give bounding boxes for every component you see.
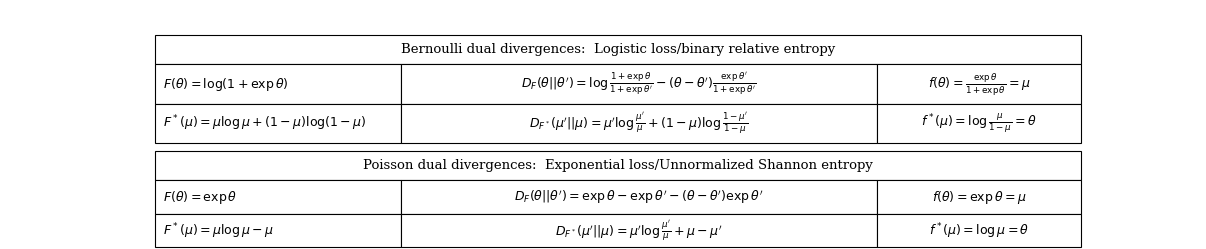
Bar <box>877 104 1081 143</box>
Text: $F^*(\mu) = \mu\log\mu + (1-\mu)\log(1-\mu)$: $F^*(\mu) = \mu\log\mu + (1-\mu)\log(1-\… <box>163 114 367 133</box>
Text: $D_{F^*}(\mu^{\prime}||\mu) = \mu^{\prime}\log\frac{\mu^{\prime}}{\mu} + (1-\mu): $D_{F^*}(\mu^{\prime}||\mu) = \mu^{\prim… <box>529 111 749 136</box>
Text: $D_F(\theta||\theta^{\prime}) = \log\frac{1+\exp\theta}{1+\exp\theta^{\prime}} -: $D_F(\theta||\theta^{\prime}) = \log\fra… <box>521 71 756 97</box>
Text: Poisson dual divergences:  Exponential loss/Unnormalized Shannon entropy: Poisson dual divergences: Exponential lo… <box>363 159 873 172</box>
Text: $f(\theta) = \exp\theta = \mu$: $f(\theta) = \exp\theta = \mu$ <box>932 189 1026 206</box>
Bar <box>156 35 1081 64</box>
Text: Bernoulli dual divergences:  Logistic loss/binary relative entropy: Bernoulli dual divergences: Logistic los… <box>400 43 836 56</box>
Bar <box>156 104 400 143</box>
Text: $D_F(\theta||\theta^{\prime}) = \exp\theta - \exp\theta^{\prime} - (\theta - \th: $D_F(\theta||\theta^{\prime}) = \exp\the… <box>514 188 763 206</box>
Bar <box>400 64 877 104</box>
Text: $f(\theta) = \frac{\exp\theta}{1+\exp\theta} = \mu$: $f(\theta) = \frac{\exp\theta}{1+\exp\th… <box>927 71 1030 97</box>
Text: $f^*(\mu) = \log\frac{\mu}{1-\mu} = \theta$: $f^*(\mu) = \log\frac{\mu}{1-\mu} = \the… <box>921 112 1037 135</box>
Bar <box>877 64 1081 104</box>
Bar <box>877 180 1081 214</box>
Bar <box>877 214 1081 248</box>
Text: $F^*(\mu) = \mu\log\mu - \mu$: $F^*(\mu) = \mu\log\mu - \mu$ <box>163 221 274 241</box>
Bar <box>156 64 400 104</box>
Bar <box>156 151 1081 180</box>
Bar <box>400 104 877 143</box>
Text: $F(\theta) = \exp\theta$: $F(\theta) = \exp\theta$ <box>163 189 238 206</box>
Bar <box>156 180 400 214</box>
Text: $D_{F^*}(\mu^{\prime}||\mu) = \mu^{\prime}\log\frac{\mu^{\prime}}{\mu} + \mu - \: $D_{F^*}(\mu^{\prime}||\mu) = \mu^{\prim… <box>555 219 722 243</box>
Bar <box>156 214 400 248</box>
Bar <box>400 180 877 214</box>
Text: $f^*(\mu) = \log\mu = \theta$: $f^*(\mu) = \log\mu = \theta$ <box>929 221 1029 241</box>
Text: $F(\theta) = \log(1 + \exp\theta)$: $F(\theta) = \log(1 + \exp\theta)$ <box>163 75 288 93</box>
Bar <box>400 214 877 248</box>
